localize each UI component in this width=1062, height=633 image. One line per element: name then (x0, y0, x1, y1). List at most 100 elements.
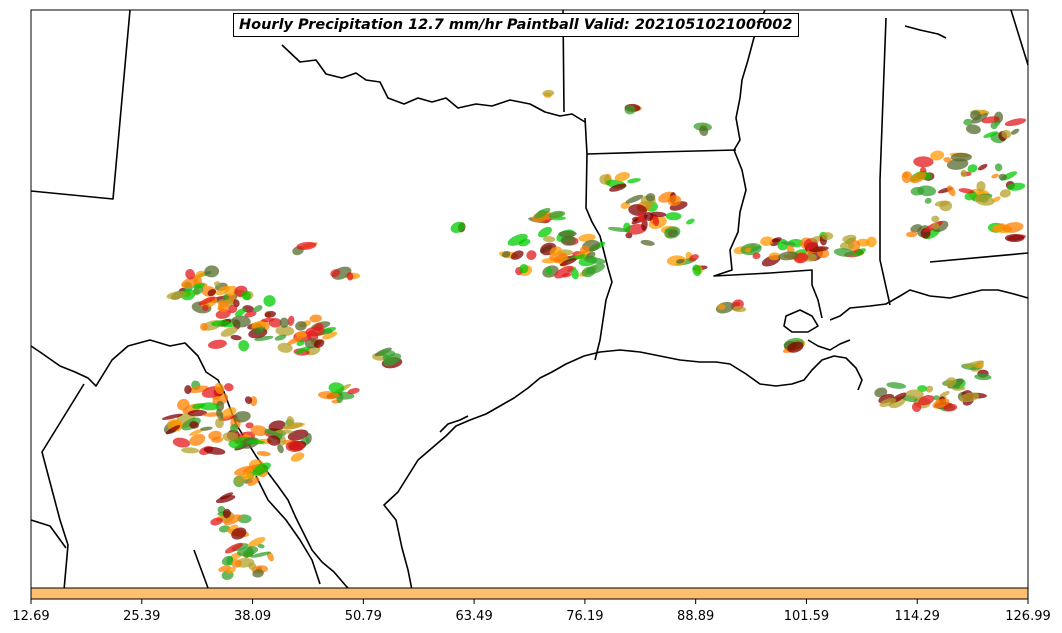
precip-paintball (910, 186, 925, 196)
precip-paintball (287, 335, 303, 346)
precip-paintball (250, 551, 271, 558)
precip-paintball (247, 537, 266, 547)
precip-paintball (202, 304, 209, 311)
precip-paintball (559, 258, 577, 267)
precip-paintball (317, 391, 340, 400)
precip-paintball (939, 391, 950, 398)
boundary-mexico-west (41, 383, 85, 591)
precip-paintball (999, 189, 1011, 198)
precip-paintball (198, 296, 216, 306)
precip-paintball (217, 300, 229, 313)
precip-paintball (253, 327, 262, 335)
precip-paintball (943, 157, 952, 163)
boundary-mississippi-river (713, 9, 823, 319)
precip-paintball (977, 163, 988, 171)
precip-paintball (980, 109, 987, 115)
precip-paintball (607, 226, 630, 233)
boundary-florida-line (929, 252, 1029, 263)
precip-paintball (233, 411, 251, 423)
precip-paintball (905, 231, 918, 238)
precip-paintball (649, 211, 667, 218)
precip-paintball (256, 451, 271, 457)
precip-paintball (244, 396, 253, 404)
precip-paintball (548, 210, 566, 219)
precip-paintball (976, 181, 986, 192)
precip-paintball (189, 433, 206, 446)
precip-paintball (624, 105, 636, 115)
precip-paintball (252, 462, 271, 476)
precip-paintball (192, 403, 206, 409)
precip-paintball (546, 267, 553, 275)
coastline-mississippi (829, 289, 1029, 321)
precip-paintball (242, 464, 257, 474)
precip-paintball (542, 89, 555, 97)
colorbar-tick-label: 88.89 (677, 609, 715, 624)
precip-paintball (609, 183, 627, 192)
precip-paintball (625, 194, 644, 204)
precip-paintball (268, 420, 286, 431)
precip-paintball (930, 150, 945, 161)
precip-paintball (554, 265, 574, 279)
precip-paintball (277, 342, 293, 353)
precip-paintball (717, 303, 726, 310)
precip-paintball (220, 407, 237, 419)
precip-paintball (974, 373, 992, 381)
precip-paintball (330, 269, 341, 278)
precip-paintball (637, 212, 647, 223)
precip-paintball (199, 322, 208, 331)
precip-paintball (313, 323, 324, 332)
precip-paintball (842, 234, 857, 243)
coastline-texas-louisiana (383, 349, 863, 591)
map-title: Hourly Precipitation 12.7 mm/hr Paintbal… (233, 13, 799, 37)
precip-paintball (911, 402, 922, 412)
precip-paintball (216, 408, 224, 420)
precip-paintball (1004, 233, 1025, 243)
precip-paintball (839, 241, 855, 251)
precip-paintball (964, 191, 977, 201)
precip-paintball (740, 243, 762, 256)
precip-paintball (959, 392, 980, 403)
precip-paintball (296, 340, 305, 346)
precip-paintball (1006, 182, 1026, 191)
precip-paintball (216, 400, 225, 412)
precip-paintball (234, 308, 247, 317)
precip-paintball (510, 250, 524, 260)
precip-paintball (507, 233, 528, 246)
precip-paintball (192, 283, 205, 289)
precip-paintball (241, 290, 251, 301)
precip-paintball (538, 226, 552, 238)
precip-paintball (549, 246, 562, 256)
precip-paintball (560, 235, 576, 246)
boundary-mexico-sw (30, 519, 67, 549)
boundary-red-river (281, 44, 586, 123)
precip-paintball (274, 334, 287, 341)
precip-paintball (519, 264, 529, 274)
precip-paintball (583, 257, 606, 264)
precip-paintball (752, 252, 761, 260)
precip-paintball (322, 331, 338, 340)
precip-paintball (296, 241, 317, 250)
precip-paintball (833, 248, 855, 257)
precip-paintball (295, 346, 311, 354)
precip-paintball (224, 383, 234, 392)
precip-paintball (166, 291, 187, 300)
precip-paintball (932, 222, 940, 230)
precip-paintball (290, 452, 305, 462)
precip-paintball (224, 542, 243, 554)
colorbar-tick-label: 126.99 (1005, 609, 1051, 624)
precip-paintball (215, 309, 231, 319)
precip-paintball (185, 268, 195, 280)
precip-paintball (231, 527, 247, 540)
colorbar-tick-label: 12.69 (12, 609, 50, 624)
precip-paintball (534, 207, 551, 219)
precip-paintball (665, 212, 682, 221)
precip-paintball (238, 340, 250, 352)
precip-paintball (579, 245, 590, 254)
precip-paintball (586, 263, 605, 275)
precip-paintball (640, 239, 655, 246)
precip-paintball (210, 517, 223, 526)
precip-paintball (699, 126, 709, 136)
precip-paintball (244, 311, 257, 318)
precip-paintball (974, 194, 995, 206)
